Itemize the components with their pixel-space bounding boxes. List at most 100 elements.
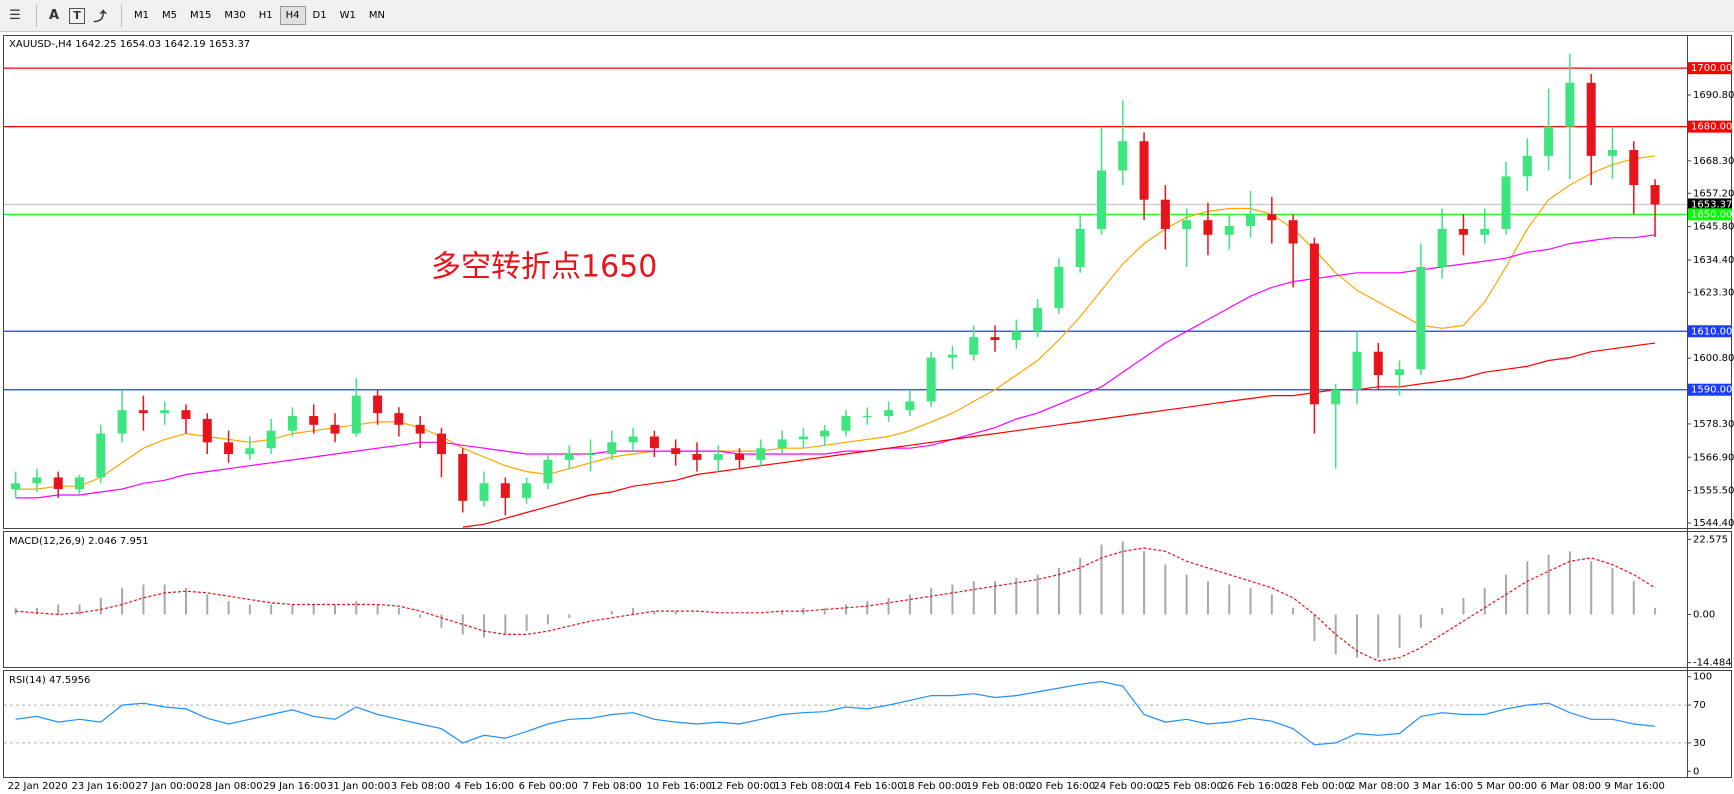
candle-body: [160, 410, 170, 414]
y-tick-label: 1555.50: [1693, 486, 1734, 497]
candle-body: [543, 459, 553, 484]
candle-body: [373, 395, 383, 414]
candle-body: [1011, 331, 1021, 341]
candle-body: [1458, 228, 1468, 235]
price-tag-label: 1653.37: [1691, 199, 1732, 210]
x-tick-label: 23 Jan 16:00: [72, 781, 135, 792]
candle-body: [1416, 266, 1426, 370]
y-tick-label: 1578.30: [1693, 419, 1734, 430]
candle-body: [1246, 214, 1256, 227]
indicator-line: [15, 680, 1656, 746]
candle-body: [458, 454, 468, 501]
candle-body: [1373, 351, 1383, 376]
timeframe-button[interactable]: M30: [224, 10, 246, 21]
x-tick-label: 31 Jan 00:00: [327, 781, 390, 792]
y-tick-label: 30: [1693, 738, 1706, 749]
timeframe-button[interactable]: M5: [162, 10, 177, 21]
timeframe-button[interactable]: D1: [312, 10, 327, 21]
x-tick-label: 5 Mar 00:00: [1477, 781, 1537, 792]
timeframe-button[interactable]: MN: [368, 10, 385, 21]
candle-body: [884, 410, 894, 417]
candle-body: [266, 430, 276, 449]
arrows-tool[interactable]: ⤴: [93, 10, 107, 25]
candle-body: [287, 416, 297, 431]
candle-body: [841, 416, 851, 431]
candle-body: [522, 483, 532, 498]
price-tag-label: 1610.00: [1691, 326, 1732, 337]
x-tick-label: 2 Mar 08:00: [1349, 781, 1409, 792]
y-tick-label: 1566.90: [1693, 452, 1734, 463]
timeframe-button[interactable]: M15: [190, 10, 212, 21]
candle-body: [1480, 228, 1490, 235]
candle-body: [245, 448, 255, 455]
macd-panel: [3, 531, 1732, 668]
timeframe-button[interactable]: H4: [279, 6, 306, 25]
candle-body: [926, 357, 936, 402]
candle-body: [75, 477, 85, 490]
menu-icon[interactable]: ☰: [9, 8, 21, 23]
candle-body: [202, 418, 212, 443]
candle-body: [990, 337, 1000, 341]
candle-body: [11, 483, 21, 490]
candle-body: [309, 416, 319, 425]
candle-body: [649, 436, 659, 449]
price-tag: [1688, 383, 1732, 396]
candle-body: [1565, 82, 1575, 127]
candle-body: [862, 416, 872, 418]
timeframe-button[interactable]: H1: [258, 10, 273, 21]
candle-body: [1501, 176, 1511, 229]
x-tick-label: 22 Jan 2020: [8, 781, 68, 792]
candle-body: [330, 424, 340, 434]
x-tick-label: 4 Feb 16:00: [455, 781, 514, 792]
candle-body: [1267, 214, 1277, 221]
candle-body: [1224, 226, 1234, 235]
price-tag: [1688, 120, 1732, 133]
candle-body: [756, 448, 766, 460]
timeframe-button[interactable]: M1: [134, 10, 149, 21]
candle-body: [181, 410, 191, 419]
candle-body: [1075, 228, 1085, 267]
x-tick-label: 3 Mar 16:00: [1413, 781, 1473, 792]
candle-body: [117, 410, 127, 434]
y-tick-label: 1634.40: [1693, 255, 1734, 266]
label-tool[interactable]: T: [69, 7, 85, 24]
candle-body: [1182, 220, 1192, 229]
y-tick-label: 22.575: [1693, 534, 1728, 545]
annotation: 多空转折点1650: [431, 250, 657, 285]
x-tick-label: 29 Jan 16:00: [263, 781, 326, 792]
price-tag: [1688, 198, 1732, 211]
indicator-line: [15, 547, 1656, 662]
y-tick-label: 1623.30: [1693, 287, 1734, 298]
panel-title: XAUUSD-,H4 1642.25 1654.03 1642.19 1653.…: [9, 39, 250, 50]
price-tag-label: 1650.00: [1691, 209, 1732, 220]
x-tick-label: 27 Jan 00:00: [135, 781, 198, 792]
x-tick-label: 7 Feb 08:00: [583, 781, 642, 792]
price-tag: [1688, 208, 1732, 221]
candle-body: [1544, 126, 1554, 156]
toolbar: ☰ A T ⤴ M1 M5 M15 M30 H1 H4 D1 W1 MN: [0, 0, 1734, 32]
candle-body: [415, 424, 425, 434]
candle-body: [479, 483, 489, 501]
x-tick-label: 10 Feb 16:00: [646, 781, 712, 792]
candle-body: [53, 477, 63, 490]
candle-body: [1054, 266, 1064, 308]
candle-body: [1607, 150, 1617, 156]
candle-body: [394, 413, 404, 425]
candle-body: [969, 337, 979, 355]
x-tick-label: 9 Mar 16:00: [1604, 781, 1664, 792]
text-tool[interactable]: A: [48, 8, 60, 23]
candle-body: [713, 454, 723, 460]
x-tick-label: 19 Feb 08:00: [966, 781, 1032, 792]
candle-body: [586, 454, 596, 456]
candle-body: [1033, 307, 1043, 332]
x-tick-label: 26 Feb 16:00: [1221, 781, 1287, 792]
candle-body: [1352, 351, 1362, 390]
panel-title: MACD(12,26,9) 2.046 7.951: [9, 536, 149, 547]
price-tag-label: 1700.00: [1691, 63, 1732, 74]
candle-body: [1160, 199, 1170, 229]
y-tick-label: 1544.40: [1693, 518, 1734, 529]
timeframe-button[interactable]: W1: [339, 10, 356, 21]
x-tick-label: 6 Mar 08:00: [1541, 781, 1601, 792]
candle-body: [1437, 228, 1447, 267]
candle-body: [1139, 141, 1149, 200]
